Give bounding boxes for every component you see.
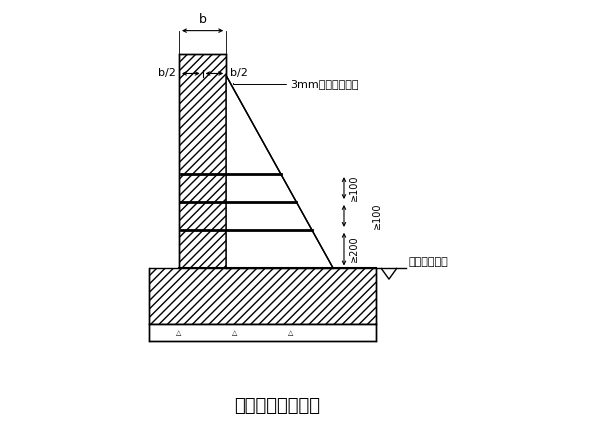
- Text: △: △: [176, 330, 182, 335]
- Text: b/2: b/2: [158, 69, 176, 79]
- Text: ≥100: ≥100: [372, 203, 382, 229]
- Text: ≥100: ≥100: [349, 175, 359, 201]
- Text: △: △: [232, 330, 237, 335]
- Text: △: △: [288, 330, 293, 335]
- Bar: [149, 324, 376, 341]
- Polygon shape: [226, 76, 333, 268]
- Bar: [149, 268, 376, 324]
- Bar: [179, 54, 226, 268]
- Text: ≥200: ≥200: [349, 236, 359, 263]
- Text: 施工缝处理示意图: 施工缝处理示意图: [234, 397, 321, 414]
- Text: 3mm厚钢板止水带: 3mm厚钢板止水带: [291, 79, 359, 89]
- Text: 基础底板板面: 基础底板板面: [408, 257, 448, 267]
- Text: b/2: b/2: [230, 69, 248, 79]
- Text: b: b: [199, 13, 206, 26]
